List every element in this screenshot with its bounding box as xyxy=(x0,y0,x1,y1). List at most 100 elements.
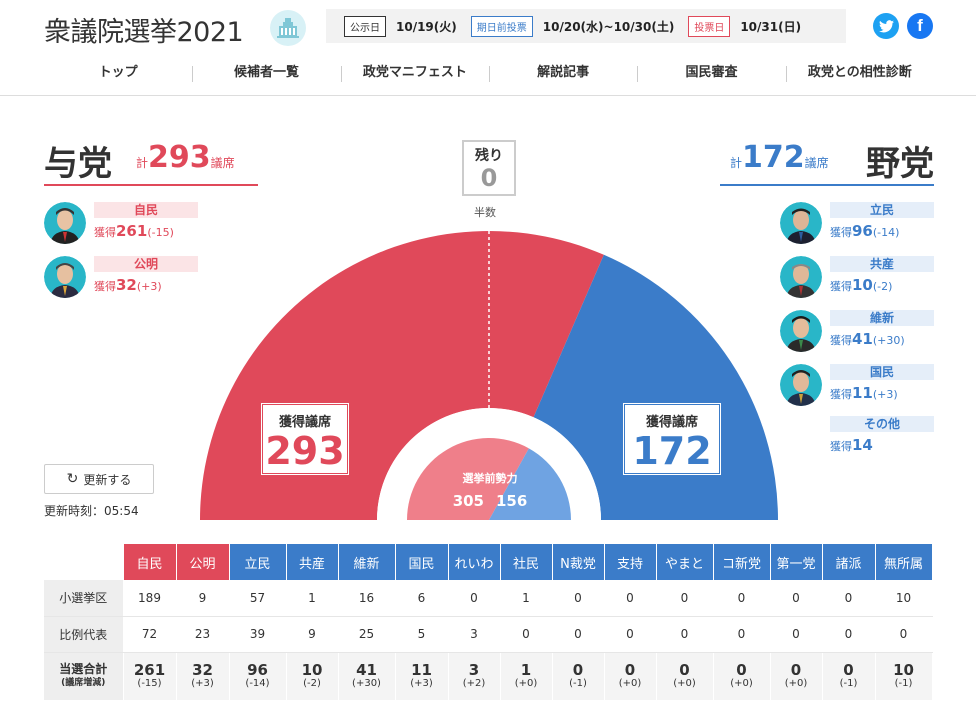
total-diff: (+3) xyxy=(410,678,433,690)
nav-candidates[interactable]: 候補者一覧 xyxy=(192,58,340,88)
party-seats: 獲得32(+3) xyxy=(94,276,162,294)
table-cell: 0 xyxy=(713,616,771,653)
table-cell: 6 xyxy=(395,580,449,617)
total-diff: (+0) xyxy=(514,678,538,690)
total-seats: 0 xyxy=(624,661,636,680)
ruling-total-value: 293 xyxy=(148,140,211,175)
table-row-label: 比例代表 xyxy=(44,616,124,653)
party-seats-value: 96 xyxy=(852,222,873,240)
table-cell: 0 xyxy=(656,616,714,653)
table-cell: 10 (-1) xyxy=(875,652,933,700)
party-card-dpfp[interactable]: 国民 獲得11(+3) xyxy=(780,364,940,408)
party-seats-value: 10 xyxy=(852,276,873,294)
party-name: 公明 xyxy=(94,256,198,272)
nav-compatibility-quiz[interactable]: 政党との相性診断 xyxy=(785,58,934,88)
table-party-header: 維新 xyxy=(338,544,396,580)
table-cell: 0 xyxy=(552,580,605,617)
schedule-announcement: 公示日 10/19(火) xyxy=(344,15,457,37)
table-cell: 0 xyxy=(713,580,771,617)
nav-national-review[interactable]: 国民審査 xyxy=(637,58,785,88)
ruling-total: 計293議席 xyxy=(136,140,235,175)
twitter-share-icon[interactable] xyxy=(873,13,899,39)
party-card-komeito[interactable]: 公明 獲得32(+3) xyxy=(44,256,204,300)
party-seats: 獲得261(-15) xyxy=(94,222,174,240)
total-diff: (-1) xyxy=(569,678,587,690)
total-seats: 96 xyxy=(247,661,268,680)
nav-manifesto[interactable]: 政党マニフェスト xyxy=(340,58,489,88)
total-diff: (+0) xyxy=(673,678,696,690)
total-seats: 0 xyxy=(790,661,802,680)
ruling-total-suffix: 議席 xyxy=(210,156,235,170)
table-cell: 10 xyxy=(875,580,933,617)
facebook-share-icon[interactable]: f xyxy=(907,13,933,39)
site-title[interactable]: 衆議院選挙2021 xyxy=(44,17,244,48)
table-corner xyxy=(44,544,124,580)
total-seats: 1 xyxy=(520,661,532,680)
opposition-total-value: 172 xyxy=(742,140,805,175)
opposition-label: 野党 xyxy=(866,144,934,184)
party-seats-diff: (-15) xyxy=(147,226,174,239)
table-row: 比例代表 72 23 39 9 25 5 3 0 0 0 0 0 0 0 0 xyxy=(44,616,933,653)
total-seats: 10 xyxy=(301,661,323,680)
total-diff: (-1) xyxy=(894,678,913,690)
main-nav: トップ 候補者一覧 政党マニフェスト 解説記事 国民審査 政党との相性診断 xyxy=(44,58,934,88)
party-seats-prefix: 獲得 xyxy=(830,440,852,453)
party-seats-value: 41 xyxy=(852,330,873,348)
total-sublabel: (議席増減) xyxy=(61,678,106,689)
seat-box-label: 獲得議席 xyxy=(278,415,331,430)
total-diff: (+0) xyxy=(730,678,753,690)
total-diff: (+2) xyxy=(462,678,486,690)
table-party-header: 共産 xyxy=(286,544,339,580)
refresh-button[interactable]: ↻ 更新する xyxy=(44,464,154,494)
party-name: 国民 xyxy=(830,364,934,380)
opposition-seats-value: 172 xyxy=(632,429,712,473)
nav-top[interactable]: トップ xyxy=(98,65,138,80)
table-party-header: 社民 xyxy=(500,544,553,580)
table-party-header: コ新党 xyxy=(713,544,771,580)
total-seats: 32 xyxy=(192,661,213,680)
total-seats: 3 xyxy=(468,661,480,680)
party-seats-value: 11 xyxy=(852,384,873,402)
table-cell: 0 xyxy=(822,616,876,653)
table-party-header: 自民 xyxy=(123,544,177,580)
party-seats-value: 32 xyxy=(116,276,137,294)
seat-box-label: 獲得議席 xyxy=(645,415,698,430)
total-diff: (+0) xyxy=(784,678,808,690)
table-cell: 0 xyxy=(656,580,714,617)
table-cell: 0 xyxy=(770,616,823,653)
table-party-header: やまと xyxy=(656,544,714,580)
table-cell: 189 xyxy=(123,580,177,617)
table-party-header: N裁党 xyxy=(552,544,605,580)
table-cell: 23 xyxy=(176,616,230,653)
party-card-ishin[interactable]: 維新 獲得41(+30) xyxy=(780,310,940,354)
party-seats: 獲得14 xyxy=(830,436,873,454)
diet-building-logo-icon[interactable] xyxy=(270,10,306,46)
schedule-badge: 期日前投票 xyxy=(470,15,533,37)
party-seats-diff: (-2) xyxy=(872,280,893,293)
table-cell: 9 xyxy=(176,580,230,617)
table-party-header: 支持 xyxy=(604,544,657,580)
schedule-date: 10/19(火) xyxy=(396,19,457,34)
party-card-others[interactable]: その他 獲得14 xyxy=(780,416,940,460)
nav-articles[interactable]: 解説記事 xyxy=(488,58,637,88)
majority-label: 半数 xyxy=(474,206,496,219)
party-card-jcp[interactable]: 共産 獲得10(-2) xyxy=(780,256,940,300)
total-seats: 0 xyxy=(572,661,584,680)
table-cell: 1 (+0) xyxy=(500,652,553,700)
table-cell: 0 xyxy=(822,580,876,617)
party-name: その他 xyxy=(830,416,934,432)
total-diff: (-14) xyxy=(245,678,270,690)
party-seats-diff: (-14) xyxy=(872,226,900,239)
table-row-total: 当選合計 (議席増減) 261 (-15) 32 (+3) 96 (-14) 10 (-2) 41(… xyxy=(44,652,933,700)
avatar xyxy=(780,310,822,352)
table-cell: 1 xyxy=(286,580,339,617)
table-cell: 0 (-1) xyxy=(822,652,876,700)
ruling-seats-value: 293 xyxy=(265,429,345,473)
table-cell: 1 xyxy=(500,580,553,617)
party-card-cdp[interactable]: 立民 獲得96(-14) xyxy=(780,202,940,246)
party-card-ldp[interactable]: 自民 獲得261(-15) xyxy=(44,202,204,246)
chart-prev-slice-ruling xyxy=(407,438,529,520)
table-cell: 0 (-1) xyxy=(552,652,605,700)
total-diff: (-1) xyxy=(839,678,858,690)
table-cell: 10 (-2) xyxy=(286,652,339,700)
